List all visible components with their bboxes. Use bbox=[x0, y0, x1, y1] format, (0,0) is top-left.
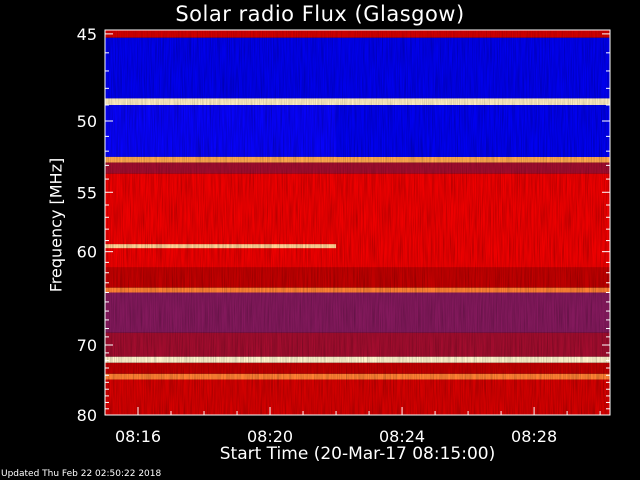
y-axis: 45 50 55 60 70 80 bbox=[77, 25, 610, 425]
y-axis-label: Frequency [MHz] bbox=[46, 157, 66, 293]
x-tick-label: 08:16 bbox=[115, 427, 161, 446]
updated-timestamp: Updated Thu Feb 22 02:50:22 2018 bbox=[1, 469, 162, 479]
x-axis: 08:16 08:20 08:24 08:28 bbox=[104, 407, 601, 446]
x-tick-label: 08:28 bbox=[511, 427, 557, 446]
y-tick-label: 50 bbox=[77, 112, 97, 131]
chart-title: Solar radio Flux (Glasgow) bbox=[175, 2, 465, 26]
x-axis-label: Start Time (20-Mar-17 08:15:00) bbox=[219, 444, 496, 464]
y-tick-label: 55 bbox=[77, 183, 97, 202]
y-tick-label: 70 bbox=[77, 336, 97, 355]
y-tick-label: 80 bbox=[77, 406, 97, 425]
x-tick-label: 08:20 bbox=[247, 427, 293, 446]
y-tick-label: 60 bbox=[77, 243, 97, 262]
y-tick-label: 45 bbox=[77, 25, 97, 44]
heatmap-texture bbox=[105, 30, 610, 415]
plot-frame bbox=[104, 29, 611, 416]
x-tick-label: 08:24 bbox=[379, 427, 425, 446]
